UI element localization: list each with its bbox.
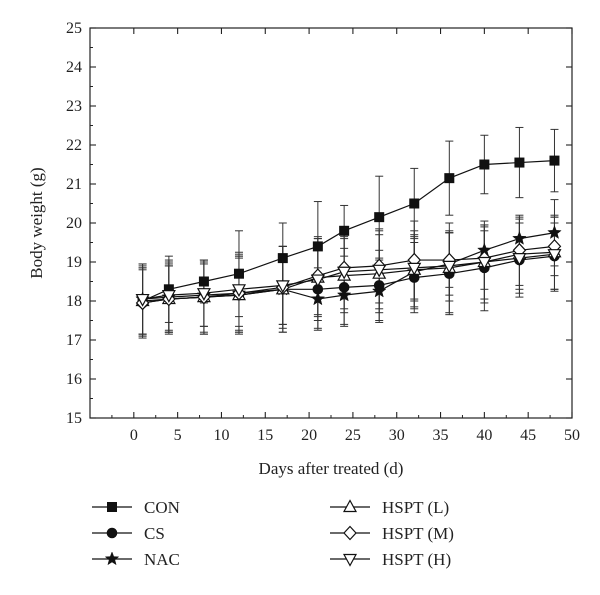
tick-marks xyxy=(90,27,573,419)
data-point-hspt-h xyxy=(231,284,246,298)
legend-label: HSPT (L) xyxy=(382,498,449,517)
legend-label: CON xyxy=(144,498,180,517)
y-tick-label: 19 xyxy=(66,254,82,271)
x-tick-label: 45 xyxy=(520,427,536,444)
data-point-nac xyxy=(512,230,527,245)
y-tick-label: 21 xyxy=(66,176,82,193)
data-point-con xyxy=(277,253,288,264)
x-tick-label: 50 xyxy=(564,427,580,444)
data-point-con xyxy=(312,241,323,252)
y-tick-label: 17 xyxy=(66,332,82,349)
data-point-hspt-h xyxy=(407,262,422,276)
x-tick-label: 25 xyxy=(345,427,361,444)
x-tick-label: 40 xyxy=(476,427,492,444)
data-point-hspt-h xyxy=(337,266,352,280)
data-point-con xyxy=(444,173,455,184)
plot-frame xyxy=(89,27,573,419)
y-tick-label: 25 xyxy=(66,20,82,37)
data-point-hspt-h xyxy=(275,280,290,294)
tick-labels: 0 5 10 15 20 25 30 35 40 45 50 15 16 17 18 19 20 21 22 23 24… xyxy=(66,20,580,444)
legend-marker xyxy=(107,502,117,512)
data-point-hspt-h xyxy=(372,264,387,278)
data-point-hspt-h xyxy=(161,290,176,303)
x-tick-label: 0 xyxy=(130,427,138,444)
x-tick-label: 15 xyxy=(257,427,273,444)
data-point-con xyxy=(549,155,560,166)
data-point-con xyxy=(409,198,420,209)
legend-marker xyxy=(343,525,357,541)
legend-marker xyxy=(342,499,358,513)
axes xyxy=(89,27,573,419)
data-point-nac xyxy=(547,225,562,239)
legend-label: NAC xyxy=(144,550,180,569)
data-point-nac xyxy=(371,283,387,298)
y-tick-label: 23 xyxy=(66,98,82,115)
y-axis-title: Body weight (g) xyxy=(27,167,46,278)
data-point-hspt-h xyxy=(512,253,527,266)
legend-marker xyxy=(106,527,118,539)
legend-marker xyxy=(342,553,358,567)
y-tick-label: 16 xyxy=(66,371,82,388)
legend-item-hspt-m: HSPT (M) xyxy=(330,524,454,543)
y-tick-label: 24 xyxy=(66,59,82,76)
x-tick-label: 30 xyxy=(389,427,405,444)
legend-label: HSPT (H) xyxy=(382,550,451,569)
series-markers xyxy=(135,155,562,311)
x-tick-label: 20 xyxy=(301,427,317,444)
legend-item-hspt-h: HSPT (H) xyxy=(330,550,451,569)
y-tick-label: 15 xyxy=(66,410,82,427)
x-tick-label: 10 xyxy=(213,427,229,444)
data-point-hspt-h xyxy=(547,249,562,262)
data-point-con xyxy=(233,268,244,279)
data-point-hspt-h xyxy=(196,288,211,301)
legend-label: CS xyxy=(144,524,165,543)
legend-marker xyxy=(104,551,120,566)
data-point-con xyxy=(479,159,490,170)
y-tick-label: 18 xyxy=(66,293,82,310)
legend-item-hspt-l: HSPT (L) xyxy=(330,498,449,517)
legend-item-con: CON xyxy=(92,498,180,517)
data-point-hspt-h xyxy=(442,260,457,274)
y-tick-label: 20 xyxy=(66,215,82,232)
data-point-hspt-h xyxy=(477,256,492,270)
data-point-con xyxy=(339,225,350,236)
data-point-con xyxy=(198,276,209,287)
x-tick-label: 5 xyxy=(174,427,182,444)
data-point-con xyxy=(514,157,525,168)
data-point-nac xyxy=(336,287,352,302)
data-point-nac xyxy=(310,291,326,306)
legend-item-cs: CS xyxy=(92,524,165,543)
x-tick-label: 35 xyxy=(433,427,449,444)
x-axis-title: Days after treated (d) xyxy=(259,459,404,478)
y-tick-label: 22 xyxy=(66,137,82,154)
legend-item-nac: NAC xyxy=(92,550,180,569)
data-point-con xyxy=(374,212,385,223)
legend: CON CS NAC HSPT (L) HSPT (M) HSPT (H) xyxy=(92,498,454,569)
data-point-hspt-h xyxy=(135,293,150,307)
legend-label: HSPT (M) xyxy=(382,524,454,543)
data-point-hspt-h xyxy=(310,274,325,288)
